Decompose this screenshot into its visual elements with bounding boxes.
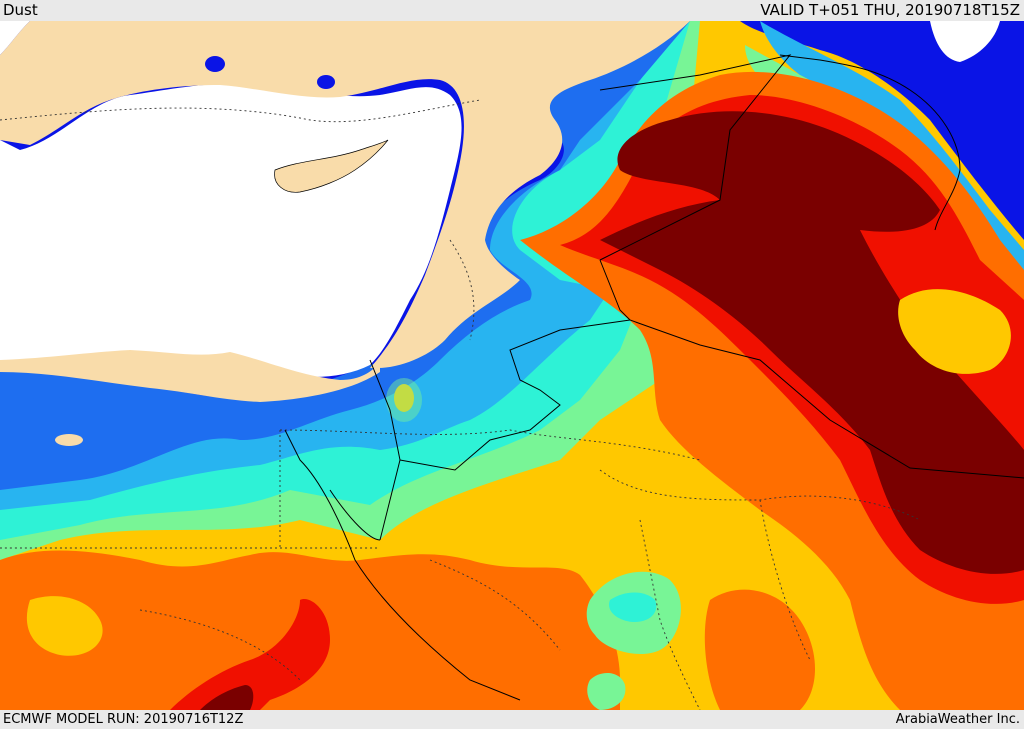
valid-time: VALID T+051 THU, 20190718T15Z <box>760 1 1020 19</box>
dust-south-yellow-inner <box>26 596 103 656</box>
lake-dot-3 <box>55 434 83 446</box>
map-title: Dust <box>3 1 38 19</box>
country-borders <box>0 99 921 710</box>
cyprus-island <box>274 139 389 193</box>
credit: ArabiaWeather Inc. <box>895 712 1020 727</box>
dust-plume-dark-red <box>600 111 1024 574</box>
dust-south-red <box>170 599 330 710</box>
footer-bar: ECMWF MODEL RUN: 20190716T12Z ArabiaWeat… <box>0 710 1024 729</box>
dust-se-orange <box>704 589 815 710</box>
land-north-africa-coast <box>0 350 380 402</box>
dust-south-dark-red <box>200 685 254 710</box>
mediterranean-sea <box>0 83 462 377</box>
pocket-lightblue-1 <box>2 396 42 424</box>
black-sea-edge <box>0 21 30 55</box>
dust-map <box>0 21 1024 710</box>
gulf-white <box>930 21 1000 62</box>
dust-pocket-green-lower <box>587 673 626 710</box>
map-canvas <box>0 21 1024 710</box>
major-borders <box>284 54 1024 701</box>
land-turkey <box>0 21 690 369</box>
pocket-yellow-nile <box>394 384 414 412</box>
lake-dot-2 <box>317 75 335 89</box>
dust-patch-yellow-se <box>898 289 1011 374</box>
pocket-lightblue-2 <box>54 395 86 415</box>
header-bar: Dust VALID T+051 THU, 20190718T15Z <box>0 0 1024 21</box>
model-run: ECMWF MODEL RUN: 20190716T12Z <box>3 712 244 727</box>
lake-dot-1 <box>205 56 225 72</box>
dust-pocket-cyan <box>609 592 657 622</box>
pocket-green-nile <box>386 378 422 422</box>
dust-ne-blue <box>740 21 1024 240</box>
